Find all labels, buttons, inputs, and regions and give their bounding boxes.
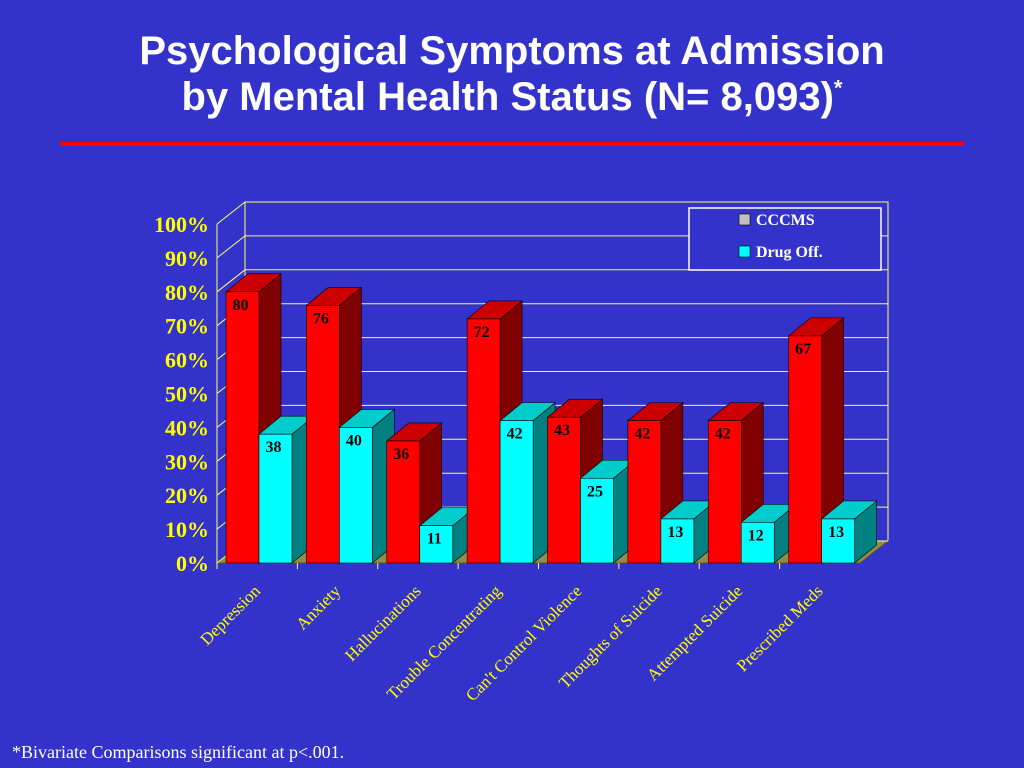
bar-front: [339, 427, 373, 564]
data-label: 36: [393, 446, 409, 463]
gridline-diagonal: [216, 269, 246, 293]
bar-drug-off-prescribed-meds: 13: [820, 500, 878, 564]
y-tick-label: 70%: [165, 314, 209, 339]
bar-front: [740, 522, 775, 564]
legend-swatch: [738, 213, 751, 226]
bar-front: [499, 420, 534, 564]
bar-drug-off-trouble-concentrating: 42: [499, 401, 556, 564]
data-label: 40: [346, 432, 362, 449]
data-label: 43: [554, 422, 570, 439]
y-tick-label: 50%: [165, 382, 209, 407]
title-divider: [60, 142, 964, 146]
y-tick-label: 30%: [165, 449, 209, 474]
y-tick-label: 90%: [165, 246, 209, 271]
y-tick-label: 0%: [176, 551, 209, 576]
data-label: 42: [634, 426, 650, 443]
y-axis-ticks: 0% 10% 20% 30% 40% 50% 60% 70% 80% 90% 100%: [154, 212, 209, 576]
bar-front: [660, 518, 695, 564]
y-tick-label: 100%: [154, 212, 209, 237]
data-label: 11: [427, 531, 442, 548]
bar-front: [258, 433, 293, 564]
bars: 80 38 76 40 36 11 72 42 43 25 42 13 42 12 67 13: [216, 273, 878, 569]
bar-front: [821, 518, 855, 564]
bar-drug-off-depression: 38: [258, 415, 315, 564]
legend-label: Drug Off.: [756, 244, 823, 261]
bar-front: [419, 525, 454, 564]
bar-front: [466, 318, 501, 564]
bar-drug-off-anxiety: 40: [338, 408, 396, 564]
x-tick-label: Hallucinations: [341, 581, 425, 665]
data-label: 67: [795, 341, 811, 358]
title-footnote-mark: *: [833, 75, 843, 101]
data-label: 13: [667, 524, 683, 541]
data-label: 13: [828, 524, 844, 541]
bar-front: [707, 420, 742, 564]
legend: CCCMS Drug Off.: [688, 207, 882, 271]
x-tick-label: Anxiety: [292, 581, 345, 634]
legend-box: [688, 207, 882, 271]
bar-cccms-prescribed-meds: 67: [787, 317, 845, 564]
data-label: 25: [587, 483, 603, 500]
bar-front: [225, 291, 260, 564]
data-label: 38: [266, 439, 282, 456]
bar-drug-off-hallucinations: 11: [418, 507, 476, 564]
x-tick-label: Depression: [197, 581, 265, 649]
title-line-2-text: by Mental Health Status (N= 8,093): [181, 75, 834, 119]
data-label: 42: [715, 426, 731, 443]
title-line-1: Psychological Symptoms at Admission: [139, 29, 885, 73]
y-tick-label: 60%: [165, 348, 209, 373]
legend-swatch: [738, 245, 751, 258]
x-tick-label: Prescribed Meds: [733, 581, 827, 675]
y-tick-label: 20%: [165, 483, 209, 508]
data-label: 76: [313, 310, 329, 327]
data-label: 72: [474, 324, 490, 341]
data-label: 42: [507, 426, 523, 443]
y-tick-label: 10%: [165, 517, 209, 542]
bar-front: [306, 305, 340, 564]
bar-front: [580, 477, 614, 564]
bar-front: [386, 440, 421, 564]
bar-front: [627, 420, 662, 564]
slide-title: Psychological Symptoms at Admission by M…: [0, 28, 1024, 120]
bar-drug-off-can-t-control-violence: 25: [579, 459, 637, 564]
bar-front: [788, 335, 822, 564]
data-label: 80: [233, 297, 249, 314]
y-tick-label: 40%: [165, 415, 209, 440]
legend-label: CCCMS: [756, 212, 815, 229]
bar-cccms-depression: 80: [225, 273, 282, 564]
title-line-2: by Mental Health Status (N= 8,093)*: [0, 74, 1024, 120]
footnote: *Bivariate Comparisons significant at p<…: [12, 742, 345, 762]
y-tick-label: 80%: [165, 280, 209, 305]
gridline-diagonal: [216, 201, 246, 225]
gridline-diagonal: [216, 235, 246, 259]
data-label: 12: [748, 527, 764, 544]
